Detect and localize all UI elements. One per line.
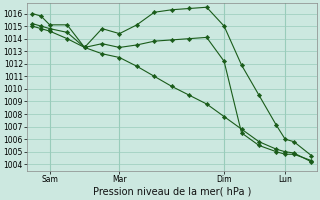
X-axis label: Pression niveau de la mer( hPa ): Pression niveau de la mer( hPa ) xyxy=(92,187,251,197)
